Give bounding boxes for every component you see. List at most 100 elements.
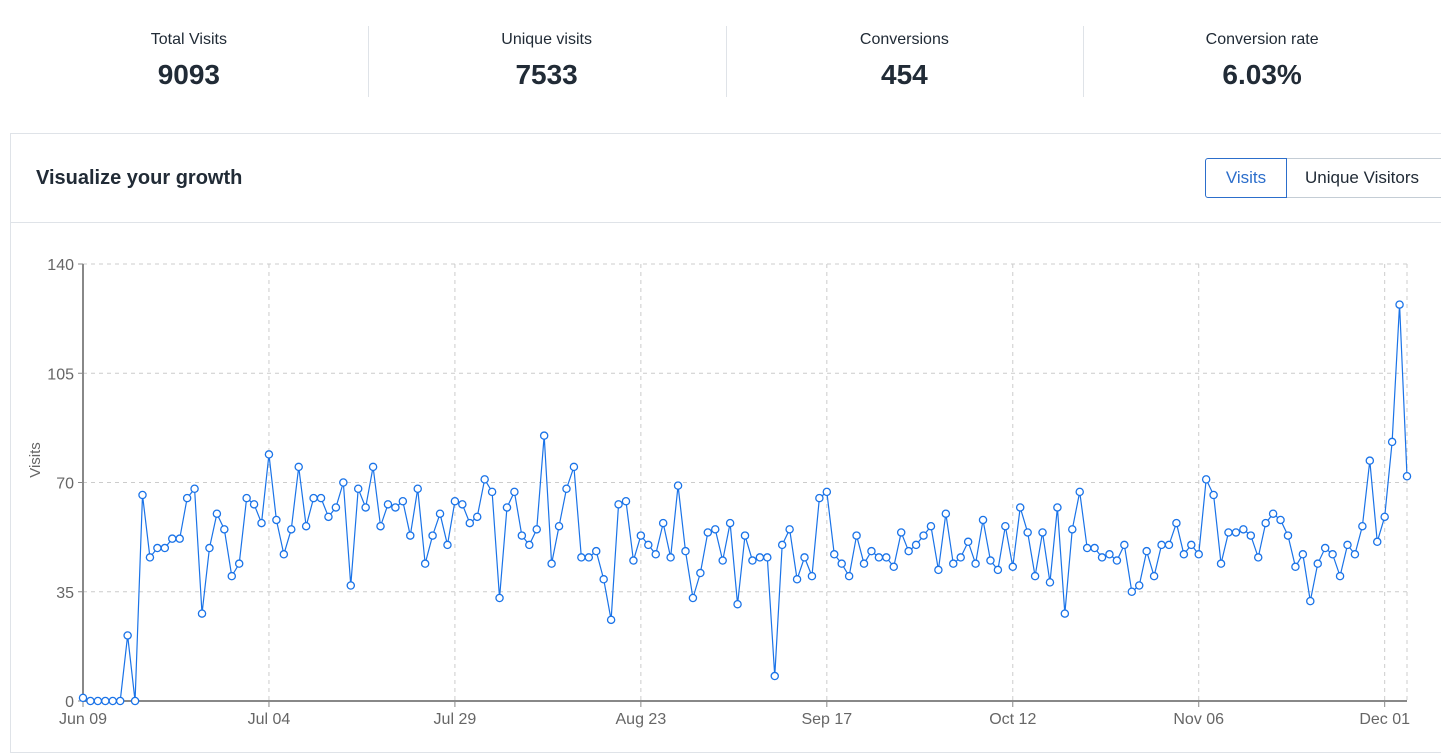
data-point — [1268, 509, 1278, 518]
data-point — [1172, 518, 1181, 528]
visits-series-line — [82, 304, 1408, 702]
stat-label: Conversion rate — [1205, 31, 1319, 48]
data-point — [168, 534, 177, 543]
data-point — [480, 475, 489, 484]
data-point — [1053, 503, 1062, 512]
data-point — [86, 696, 95, 706]
data-point — [1246, 531, 1256, 540]
data-point — [785, 525, 794, 534]
data-point — [1187, 540, 1196, 550]
stats-row: Total Visits 9093 Unique visits 7533 Con… — [10, 0, 1441, 110]
data-point — [852, 531, 861, 540]
data-point — [599, 575, 608, 584]
data-point — [800, 553, 809, 562]
data-point — [443, 540, 452, 550]
stat-value: 7533 — [515, 59, 578, 90]
data-point — [733, 599, 742, 609]
data-point — [1343, 540, 1352, 550]
data-point — [1112, 556, 1122, 565]
data-point — [1276, 515, 1285, 525]
data-point — [220, 525, 229, 534]
stat-unique-visits: Unique visits 7533 — [367, 0, 726, 110]
data-point — [346, 581, 356, 590]
data-point — [123, 631, 132, 640]
data-point — [911, 540, 921, 550]
data-point — [78, 693, 88, 703]
data-point — [145, 553, 155, 562]
x-tick-label: Sep 17 — [801, 711, 852, 728]
data-point — [1380, 512, 1389, 522]
data-point — [986, 556, 995, 565]
data-point — [1402, 472, 1412, 481]
data-point — [1075, 487, 1084, 497]
data-point — [458, 500, 467, 509]
data-point — [777, 540, 787, 550]
data-point — [1306, 596, 1315, 606]
y-tick-label: 70 — [56, 476, 74, 493]
data-point — [1291, 562, 1300, 572]
data-point — [562, 484, 571, 493]
data-point — [301, 521, 311, 531]
data-point — [673, 481, 683, 490]
data-point — [115, 696, 125, 706]
data-point — [718, 556, 727, 565]
data-point — [688, 593, 698, 603]
data-point — [1194, 550, 1203, 559]
stat-value: 9093 — [157, 59, 221, 90]
data-point — [130, 696, 140, 706]
data-point — [1231, 528, 1241, 537]
data-point — [242, 493, 251, 503]
data-point — [1068, 525, 1077, 534]
data-point — [108, 696, 118, 706]
x-tick-label: Aug 23 — [616, 711, 667, 728]
data-point — [376, 521, 385, 531]
data-point — [1358, 521, 1367, 531]
data-point — [822, 487, 832, 497]
stat-conversion-rate: Conversion rate 6.03% — [1083, 0, 1441, 110]
x-tick-label: Dec 01 — [1359, 711, 1410, 728]
data-point — [1023, 528, 1032, 537]
data-point — [495, 593, 504, 603]
data-point — [547, 559, 556, 568]
data-point — [420, 559, 430, 568]
data-point — [510, 487, 519, 497]
data-point — [629, 556, 638, 565]
data-point — [257, 518, 266, 528]
stat-total-visits: Total Visits 9093 — [10, 0, 368, 110]
data-point — [465, 518, 475, 528]
data-point — [205, 543, 214, 553]
data-point — [1209, 490, 1218, 500]
data-point — [331, 503, 341, 512]
data-point — [591, 546, 601, 556]
data-point — [1164, 540, 1174, 550]
card-title: Visualize your growth — [36, 167, 243, 189]
stat-label: Unique visits — [501, 31, 592, 48]
y-tick-label: 0 — [65, 694, 74, 711]
unique-visitors-toggle-button[interactable]: Unique Visitors — [1287, 158, 1441, 198]
data-point — [859, 559, 869, 568]
data-point — [748, 556, 757, 565]
data-point — [658, 518, 668, 528]
data-point — [279, 550, 289, 559]
visits-toggle-button[interactable]: Visits — [1205, 158, 1287, 198]
data-point — [1082, 543, 1092, 553]
data-point — [1298, 550, 1308, 559]
data-point — [569, 462, 579, 472]
data-point — [710, 525, 720, 534]
data-point — [963, 537, 973, 547]
data-point — [383, 500, 393, 509]
data-point — [934, 565, 943, 575]
y-tick-label: 35 — [56, 585, 74, 602]
data-point — [1201, 475, 1211, 484]
data-point — [368, 462, 378, 472]
data-point — [614, 500, 623, 509]
data-point — [956, 553, 965, 562]
data-point — [896, 528, 906, 537]
data-point — [1060, 609, 1070, 618]
data-point — [740, 531, 750, 540]
data-point — [1030, 571, 1040, 581]
data-point — [309, 493, 318, 503]
data-point — [234, 559, 244, 568]
stat-value: 6.03% — [1222, 59, 1302, 90]
data-point — [316, 493, 326, 503]
